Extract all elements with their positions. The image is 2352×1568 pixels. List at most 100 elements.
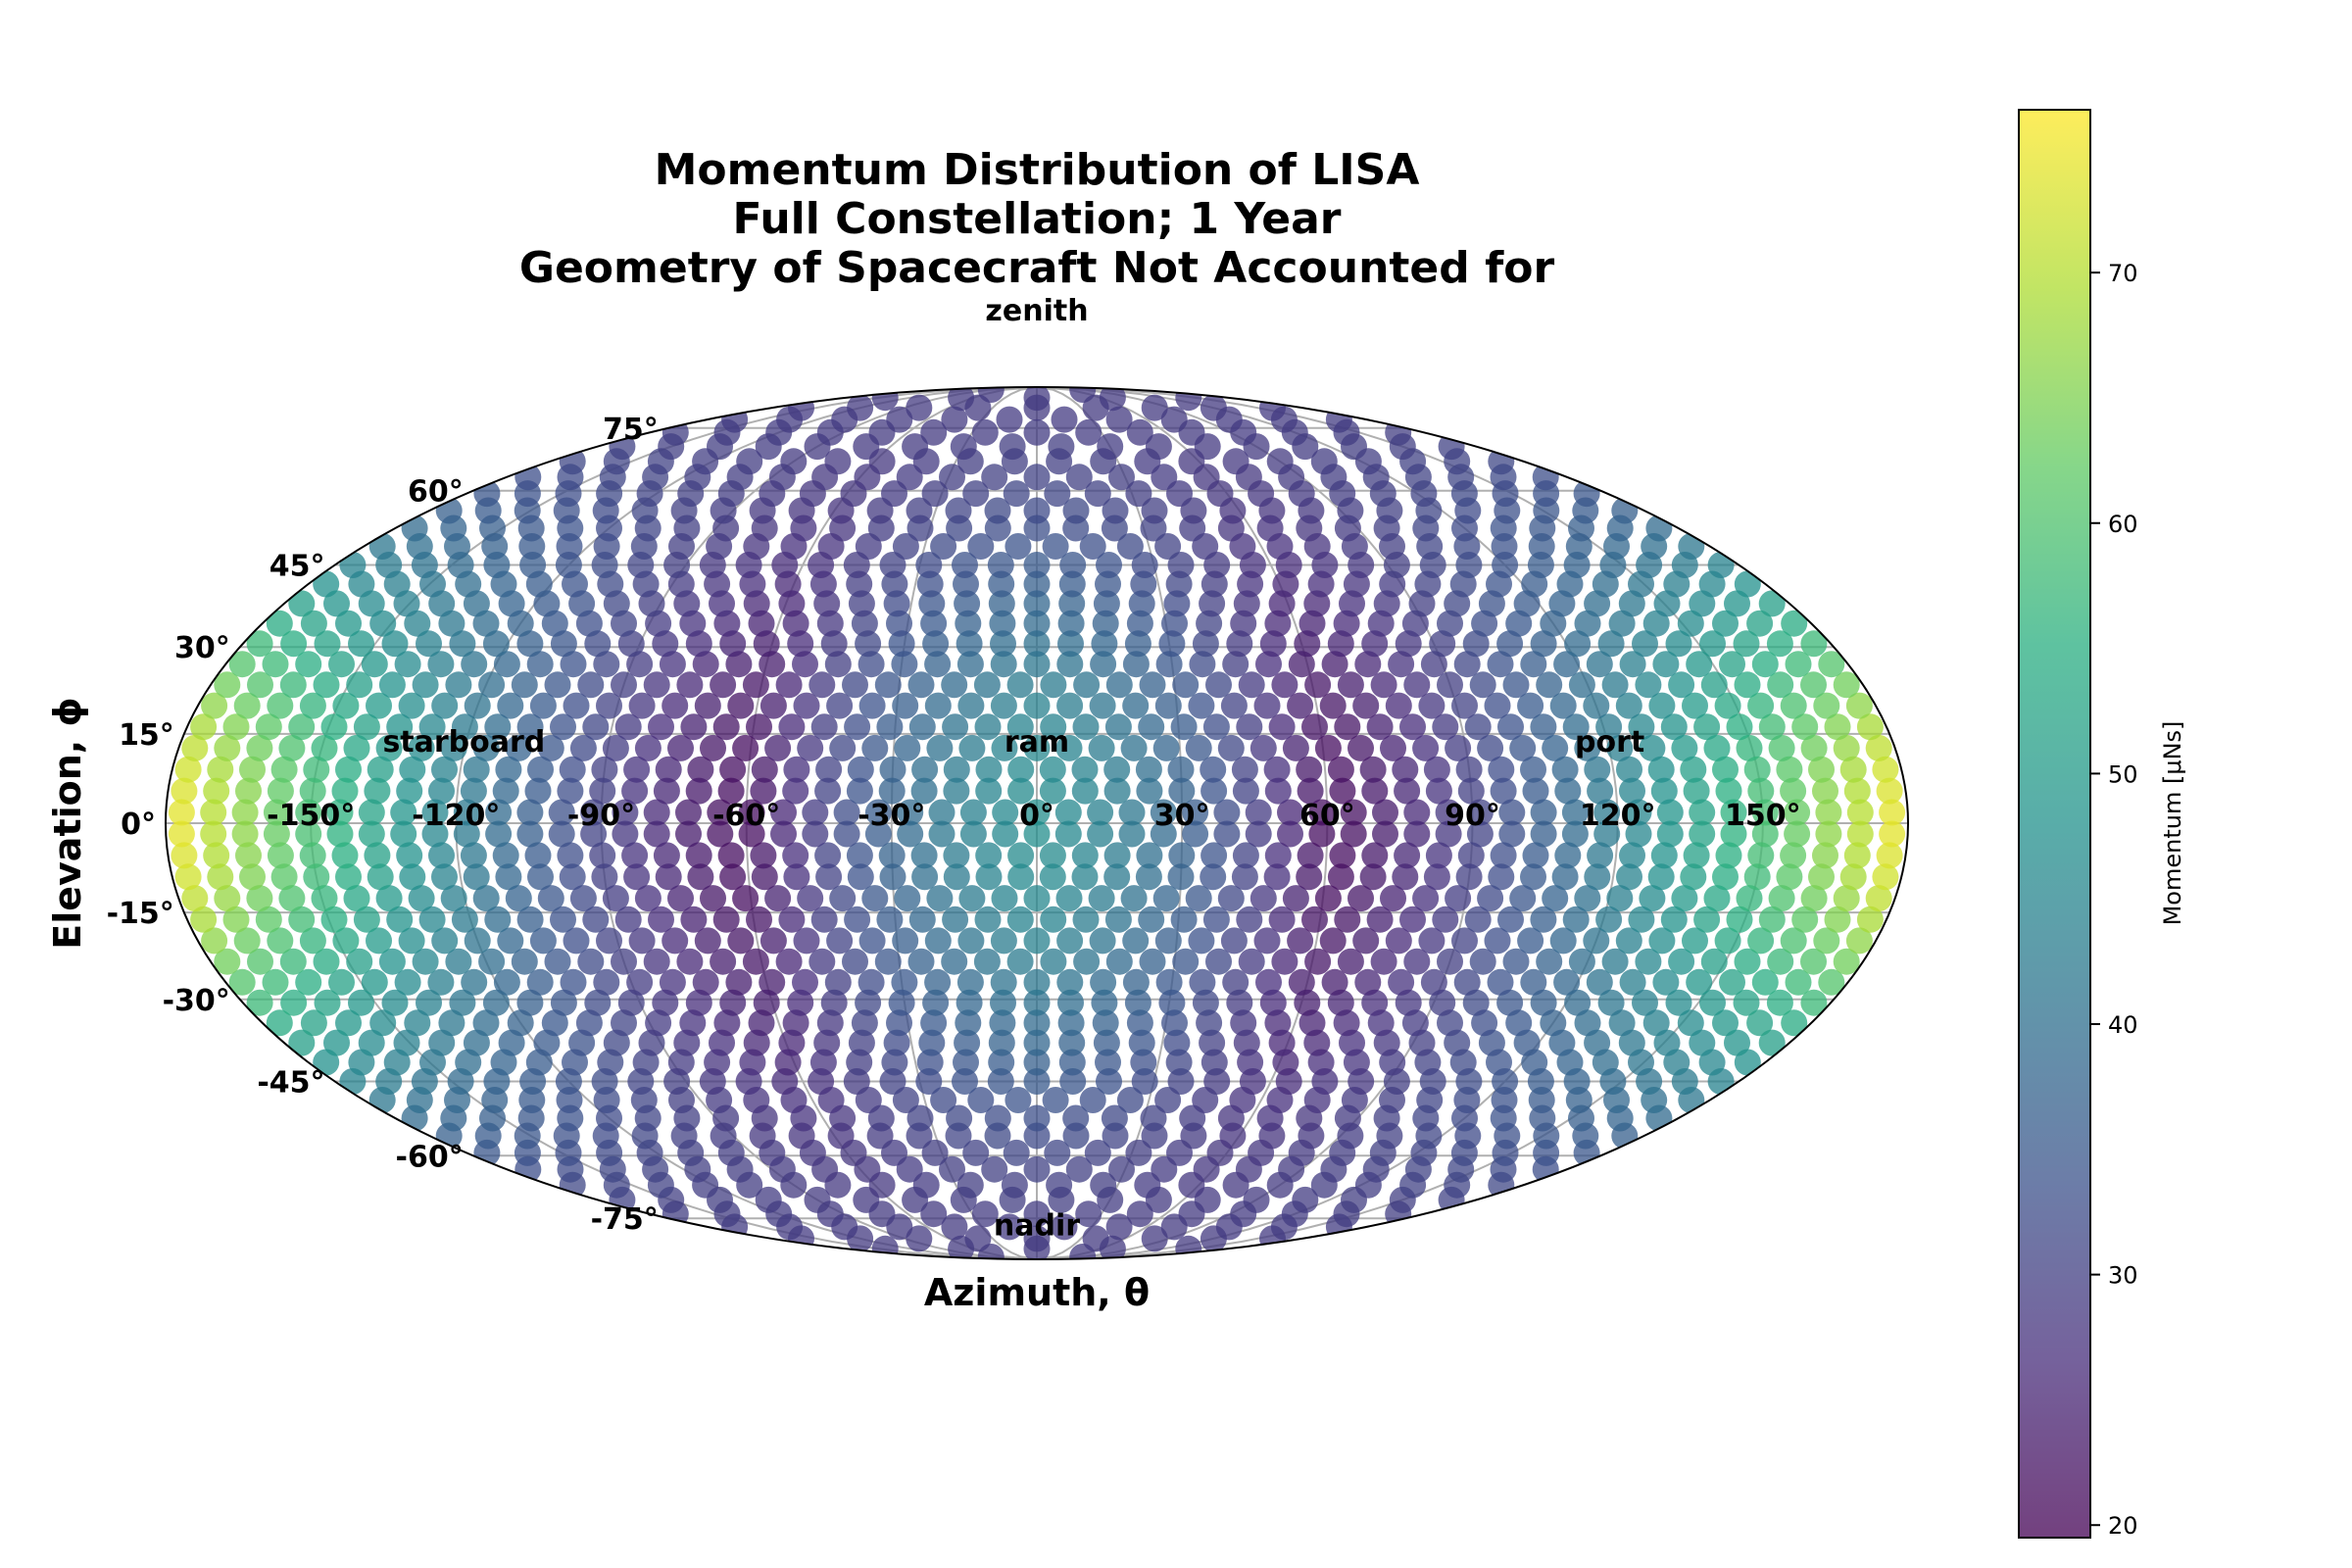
data-point xyxy=(1464,713,1492,741)
data-point xyxy=(428,1029,456,1056)
data-point xyxy=(174,756,202,783)
data-point xyxy=(1023,418,1051,446)
data-point xyxy=(1301,713,1328,741)
data-point xyxy=(1845,692,1873,719)
data-point xyxy=(645,610,672,637)
data-point xyxy=(924,651,952,678)
data-point xyxy=(958,885,986,912)
data-point xyxy=(1536,671,1563,699)
data-point xyxy=(1135,863,1162,891)
data-point xyxy=(981,464,1008,491)
data-point xyxy=(412,671,439,699)
data-point xyxy=(804,1186,831,1213)
data-point xyxy=(707,820,734,848)
x-tick-labels: -150° -120° -90° -60° -30° 0° 30° 60° 90° 120° 150… xyxy=(267,799,1801,833)
data-point xyxy=(878,777,906,805)
data-point xyxy=(984,497,1011,524)
data-point xyxy=(816,610,844,637)
data-point xyxy=(408,885,435,912)
data-point xyxy=(288,590,316,617)
x-tick-label: 0° xyxy=(1019,799,1054,833)
data-point xyxy=(1700,948,1728,975)
data-point xyxy=(262,651,289,678)
data-point xyxy=(278,734,306,761)
data-point xyxy=(1502,671,1530,699)
data-point xyxy=(1703,734,1731,761)
data-point xyxy=(582,713,610,741)
data-point xyxy=(939,1155,965,1183)
data-point xyxy=(824,968,852,996)
data-point xyxy=(1167,863,1195,891)
data-point xyxy=(393,1029,420,1056)
data-point xyxy=(416,989,442,1016)
chart-title-line-2: Full Constellation; 1 Year xyxy=(732,194,1341,244)
data-point xyxy=(692,968,719,996)
data-point xyxy=(1464,906,1492,933)
data-point xyxy=(1124,989,1152,1016)
data-point xyxy=(888,989,915,1016)
data-point xyxy=(1071,777,1099,805)
data-point xyxy=(1812,777,1838,805)
data-point xyxy=(946,1104,973,1132)
data-point xyxy=(967,533,995,560)
data-point xyxy=(1161,1009,1188,1037)
data-point xyxy=(1071,863,1099,891)
data-point xyxy=(971,418,999,446)
data-point xyxy=(524,777,552,805)
data-point xyxy=(1126,1009,1153,1037)
data-point xyxy=(623,863,651,891)
data-point xyxy=(1294,989,1321,1016)
data-point xyxy=(1296,863,1323,891)
data-point xyxy=(438,1009,466,1037)
data-point xyxy=(299,842,326,869)
data-point xyxy=(916,570,944,598)
data-point xyxy=(1340,799,1367,826)
data-point xyxy=(1549,927,1577,955)
data-point xyxy=(368,533,396,560)
data-point xyxy=(1403,948,1431,975)
data-point xyxy=(892,692,919,719)
data-point xyxy=(1373,1029,1400,1056)
data-point xyxy=(861,885,889,912)
data-point xyxy=(746,906,772,933)
data-point xyxy=(1308,820,1336,848)
data-point xyxy=(511,948,538,975)
data-point xyxy=(1536,948,1563,975)
data-point xyxy=(1619,968,1646,996)
data-point xyxy=(988,590,1015,617)
data-point xyxy=(760,692,787,719)
data-point xyxy=(346,671,373,699)
data-point xyxy=(267,927,294,955)
data-point xyxy=(1255,968,1282,996)
data-point xyxy=(396,777,423,805)
data-point xyxy=(375,734,403,761)
data-point xyxy=(1044,1139,1071,1166)
colorbar-ticks: 20 30 40 50 60 70 xyxy=(2090,260,2138,1540)
data-point xyxy=(1680,863,1707,891)
data-point xyxy=(1089,692,1116,719)
data-point xyxy=(930,1087,957,1113)
data-point xyxy=(1268,906,1296,933)
data-point xyxy=(267,842,294,869)
data-point xyxy=(1205,948,1232,975)
data-point xyxy=(514,464,542,491)
data-point xyxy=(896,464,923,491)
data-point xyxy=(358,799,385,826)
data-point xyxy=(1168,777,1196,805)
data-point xyxy=(214,948,241,975)
data-point xyxy=(1108,464,1135,491)
data-point xyxy=(431,692,459,719)
data-point xyxy=(621,777,649,805)
data-point xyxy=(1337,671,1364,699)
data-point xyxy=(358,1029,385,1056)
data-point xyxy=(428,777,455,805)
data-point xyxy=(1680,756,1707,783)
data-point xyxy=(1243,1186,1270,1213)
data-point xyxy=(1423,863,1450,891)
data-point xyxy=(1263,863,1291,891)
data-point xyxy=(214,885,241,912)
data-point xyxy=(1542,734,1569,761)
data-point xyxy=(1618,1029,1645,1056)
data-point xyxy=(1671,734,1698,761)
data-point xyxy=(1333,610,1360,637)
